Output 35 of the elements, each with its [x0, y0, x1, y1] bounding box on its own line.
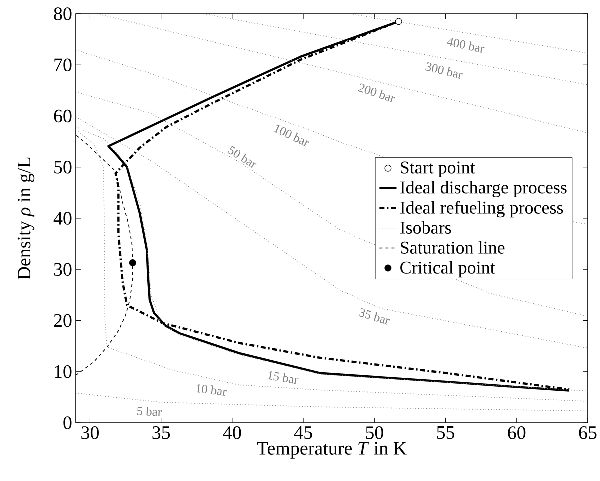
y-tick-label: 70 [54, 58, 72, 72]
annotation: 15 bar [268, 372, 299, 384]
x-tick-label: 55 [437, 426, 455, 440]
annotation: 10 bar [196, 384, 227, 396]
legend-label: Critical point [400, 261, 496, 278]
x-tick-label: 50 [366, 426, 384, 440]
x-tick-label: 45 [294, 426, 312, 440]
annotation: 50 bar [228, 146, 257, 169]
legend-label: Isobars [400, 221, 452, 234]
legend-label: Saturation line [401, 241, 505, 254]
x-tick-label: 30 [82, 426, 99, 440]
annotation: 200 bar [358, 84, 396, 103]
y-tick-label: 10 [55, 365, 72, 378]
y-tick-label: 0 [64, 416, 72, 430]
legend-label: Ideal discharge process [400, 181, 567, 198]
y-tick-label: 60 [54, 110, 72, 123]
x-tick-label: 40 [223, 426, 242, 440]
y-tick-label: 80 [54, 8, 72, 20]
x-axis-title: Temperature T in K [257, 442, 407, 459]
y-axis-title: Density ρ in g/L [18, 158, 35, 280]
y-tick-label: 50 [54, 160, 72, 174]
y-tick-label: 40 [54, 212, 72, 225]
annotation: 400 bar [447, 38, 485, 54]
x-tick-label: 60 [508, 426, 526, 440]
legend-label: Start point [401, 162, 476, 178]
y-tick-label: 30 [54, 263, 72, 276]
line-series [76, 116, 588, 349]
x-tick-label: 65 [579, 426, 597, 440]
legend-label: Ideal refueling process [400, 201, 564, 218]
x-tick-label: 35 [152, 426, 170, 440]
annotation: 35 bar [358, 308, 390, 325]
annotation: 100 bar [274, 125, 310, 147]
annotation: 300 bar [426, 62, 463, 80]
y-tick-label: 20 [54, 314, 72, 328]
annotation: 5 bar [137, 406, 162, 416]
